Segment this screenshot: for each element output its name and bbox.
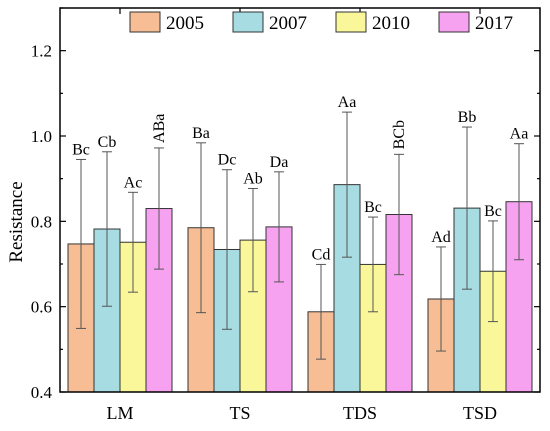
significance-label: Bb: [458, 109, 477, 126]
legend-label-2017: 2017: [475, 13, 513, 34]
significance-label: Aa: [338, 94, 357, 111]
significance-label: Aa: [510, 126, 529, 143]
legend: 2005 2007 2010 2017: [129, 11, 513, 34]
plot-area: 0.4 0.6 0.8 1.0 1.2 LM Bc Cb Ac ABa TS Ba Dc Ab Da TDS C…: [31, 7, 540, 423]
y-axis-title: Resistance: [6, 181, 27, 262]
significance-label: Ac: [124, 174, 143, 191]
y-tick-label: 1.0: [31, 127, 52, 146]
significance-label: Ba: [192, 125, 210, 142]
category-label-ts: TS: [229, 403, 250, 423]
legend-swatch-2017: [438, 11, 470, 33]
legend-label-2010: 2010: [372, 13, 410, 34]
category-label-lm: LM: [107, 403, 134, 423]
significance-label: Bc: [484, 203, 502, 220]
significance-label: Dc: [218, 152, 237, 169]
plot-frame: [59, 7, 541, 393]
y-tick-label: 0.8: [31, 212, 52, 231]
significance-label: BCb: [391, 120, 408, 149]
legend-swatch-2010: [335, 11, 367, 33]
y-tick-label: 0.4: [31, 383, 53, 402]
category-label-tsd: TSD: [463, 403, 497, 423]
category-label-tds: TDS: [343, 403, 377, 423]
significance-label: Cd: [312, 246, 331, 263]
significance-label: Cb: [98, 134, 117, 151]
significance-label: Bc: [364, 199, 382, 216]
significance-label: Ab: [243, 170, 263, 187]
significance-label: ABa: [151, 114, 168, 143]
significance-label: Ad: [431, 229, 451, 246]
legend-swatch-2005: [129, 11, 161, 33]
significance-label: Da: [270, 154, 289, 171]
significance-label: Bc: [72, 141, 90, 158]
y-tick-label: 0.6: [31, 298, 52, 317]
legend-swatch-2007: [232, 11, 264, 33]
y-tick-label: 1.2: [31, 42, 52, 61]
legend-label-2007: 2007: [269, 13, 307, 34]
legend-label-2005: 2005: [166, 13, 204, 34]
